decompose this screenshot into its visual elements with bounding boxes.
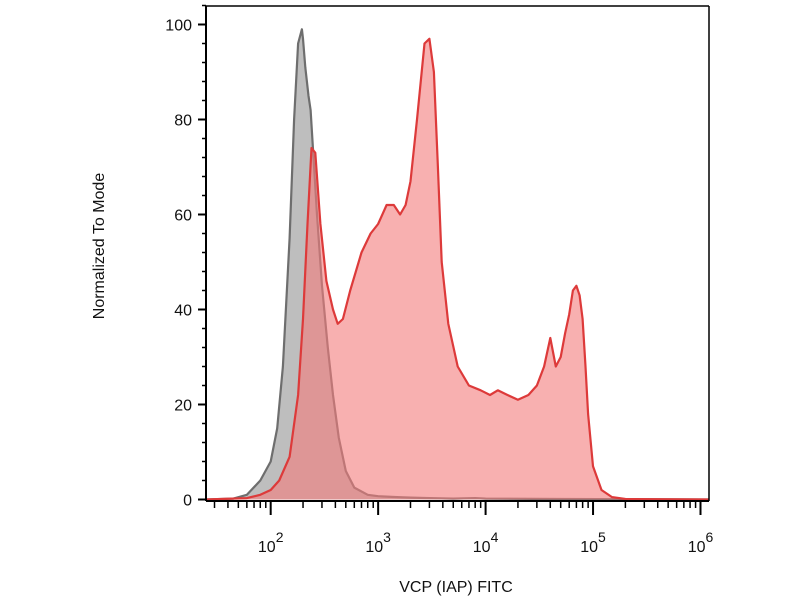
y-tick-label: 40 <box>174 303 192 320</box>
x-tick-label: 106 <box>688 529 714 556</box>
x-tick-label: 103 <box>365 529 391 556</box>
y-tick-label: 20 <box>174 398 192 415</box>
y-tick-label: 80 <box>174 113 192 130</box>
x-axis-label: VCP (IAP) FITC <box>399 579 513 596</box>
series-2-fill <box>206 38 709 500</box>
axis-layer: 0 20 40 60 80 100 102 103 104 105 106 <box>165 4 714 556</box>
series-layer <box>205 28 710 501</box>
y-tick-label: 0 <box>183 493 192 510</box>
series-2-line <box>205 37 710 501</box>
x-tick-label: 102 <box>258 529 284 556</box>
x-tick-label: 105 <box>580 529 606 556</box>
x-tick-label: 104 <box>473 529 499 556</box>
y-tick-label: 60 <box>174 208 192 225</box>
y-tick-label: 100 <box>165 18 192 35</box>
y-axis-label: Normalized To Mode <box>91 173 108 320</box>
